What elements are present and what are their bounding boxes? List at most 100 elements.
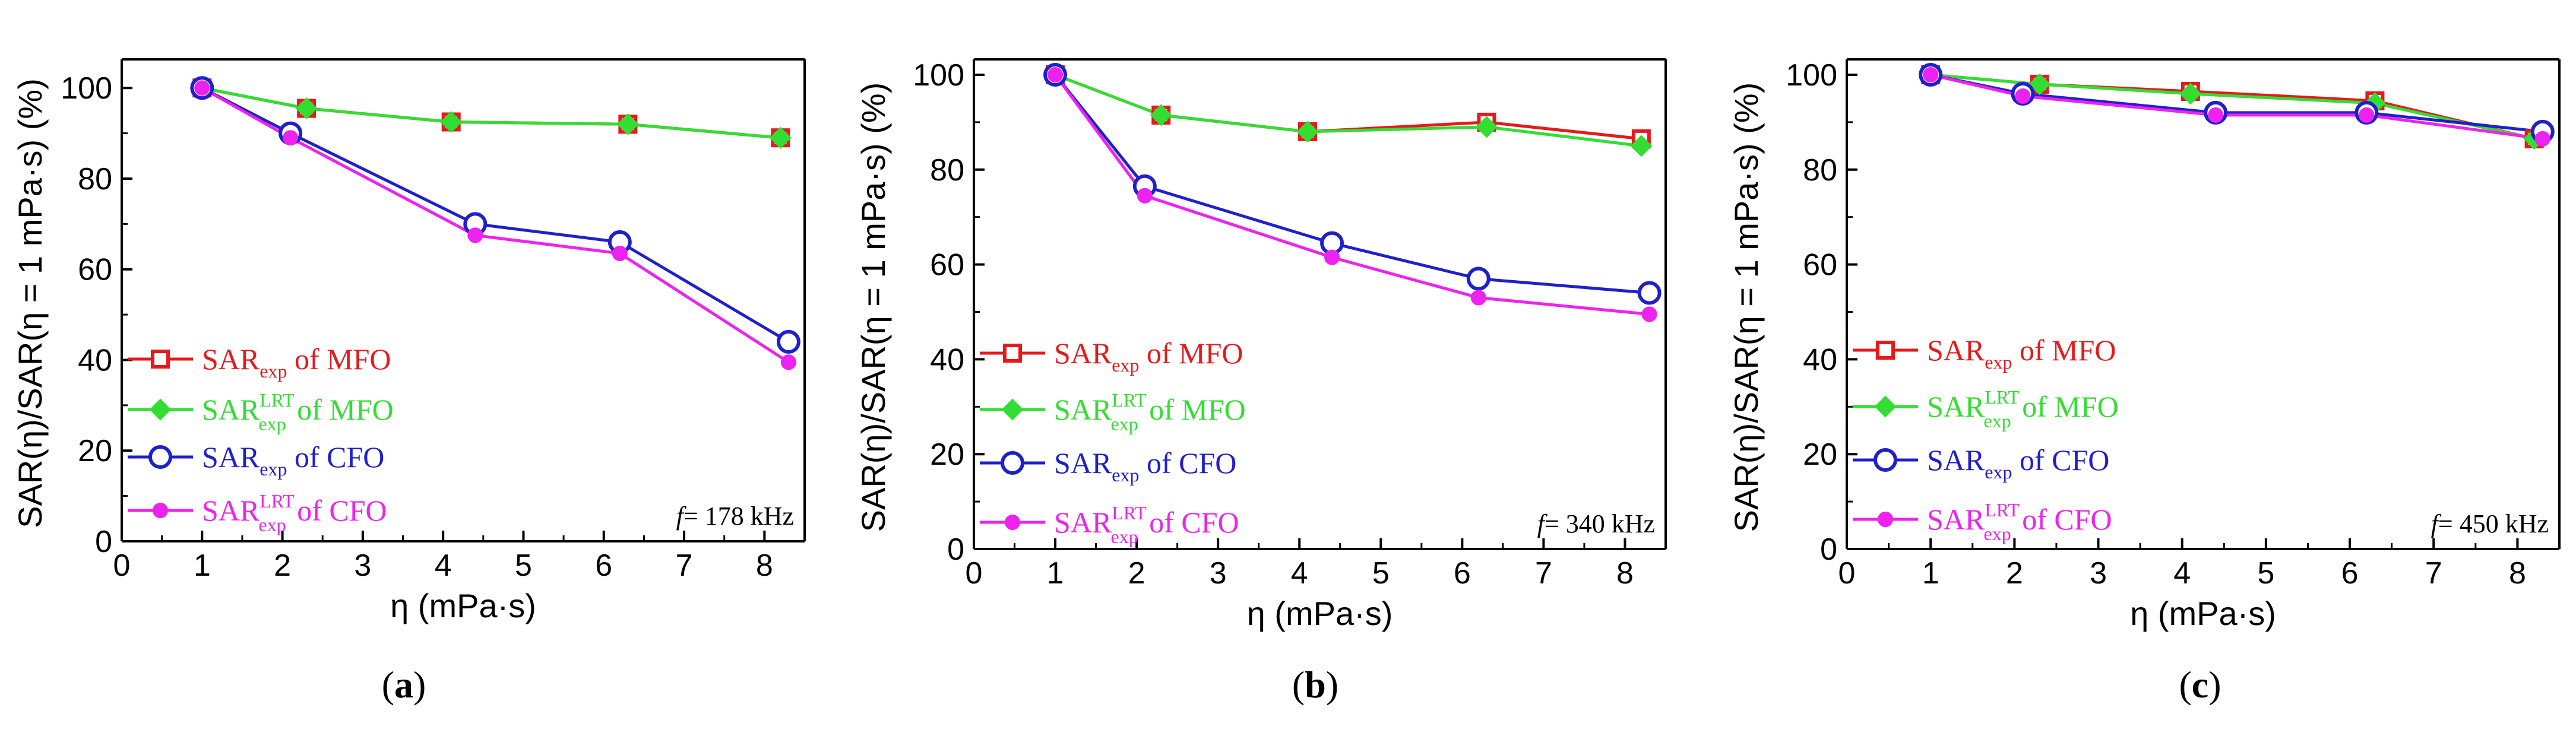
data-point xyxy=(2179,82,2202,105)
series-points-2 xyxy=(1043,62,1662,305)
y-tick-label: 0 xyxy=(1820,532,1837,567)
y-tick-label: 20 xyxy=(78,434,112,468)
legend-marker xyxy=(149,398,172,421)
y-tick-label: 80 xyxy=(78,162,112,196)
data-point xyxy=(1324,249,1340,265)
legend-label: SARLRT exp of CFO xyxy=(1054,502,1239,547)
x-tick-label: 6 xyxy=(2341,556,2359,591)
y-tick-label: 40 xyxy=(930,342,964,377)
legend-label: SARexp of CFO xyxy=(1927,443,2109,483)
x-tick-label: 4 xyxy=(1291,556,1308,591)
x-tick-label: 0 xyxy=(966,556,983,591)
legend-entry-0: SARexp of MFO xyxy=(980,337,1243,376)
data-point xyxy=(2534,131,2550,147)
data-point xyxy=(2208,107,2224,123)
data-point xyxy=(769,126,792,149)
legend-entry-3: SARLRT exp of CFO xyxy=(128,490,387,535)
x-tick-label: 8 xyxy=(2509,556,2526,591)
data-point xyxy=(1150,104,1172,126)
y-axis-title: SAR(η)/SAR(η = 1 mPa·s) (%) xyxy=(11,78,49,528)
x-axis-title: η (mPa·s) xyxy=(2130,595,2276,632)
x-tick-label: 2 xyxy=(1128,556,1145,591)
y-tick-label: 100 xyxy=(913,58,964,93)
legend-entry-3: SARLRT exp of CFO xyxy=(980,502,1239,547)
legend-label: SARLRT exp of CFO xyxy=(1927,499,2112,544)
legend-marker xyxy=(1874,395,1897,418)
y-tick-label: 80 xyxy=(930,153,964,188)
x-tick-label: 0 xyxy=(113,548,131,583)
legend-marker xyxy=(1003,344,1022,363)
legend-entry-1: SARLRT exp of MFO xyxy=(128,389,394,434)
data-point xyxy=(1637,281,1662,305)
x-tick-label: 2 xyxy=(274,548,291,583)
legend-entry-0: SARexp of MFO xyxy=(1853,334,2116,373)
x-axis-title: η (mPa·s) xyxy=(390,587,536,624)
series-points-3 xyxy=(194,80,796,370)
data-point xyxy=(194,80,210,96)
legend-entry-1: SARLRT exp of MFO xyxy=(1853,386,2119,431)
data-point xyxy=(2359,107,2375,123)
x-tick-label: 6 xyxy=(595,548,612,583)
series-points-1 xyxy=(1044,64,1653,157)
panel-label: (b) xyxy=(1292,664,1338,706)
panel-label: (a) xyxy=(382,664,426,706)
y-tick-label: 100 xyxy=(1786,58,1837,93)
data-point xyxy=(283,130,299,146)
y-tick-label: 60 xyxy=(930,248,964,283)
y-tick-label: 80 xyxy=(1803,153,1837,188)
x-tick-label: 4 xyxy=(435,548,452,583)
legend-entry-1: SARLRT exp of MFO xyxy=(980,389,1246,434)
x-tick-label: 8 xyxy=(756,548,773,583)
data-point xyxy=(1923,66,1939,82)
y-axis-title: SAR(η)/SAR(η = 1 mPa·s) (%) xyxy=(855,82,892,532)
legend-label: SARLRT exp of MFO xyxy=(1054,389,1246,434)
frequency-label: f= 178 kHz xyxy=(676,502,794,531)
legend-marker xyxy=(1878,512,1893,527)
series-points-3 xyxy=(1048,66,1657,322)
y-tick-label: 60 xyxy=(78,253,112,287)
y-axis-title: SAR(η)/SAR(η = 1 mPa·s) (%) xyxy=(1727,82,1765,532)
frequency-label: f= 450 kHz xyxy=(2431,509,2549,538)
y-tick-label: 40 xyxy=(78,343,112,377)
legend-entry-2: SARexp of CFO xyxy=(1853,443,2109,483)
panel-label: (c) xyxy=(2179,664,2221,706)
data-point xyxy=(1630,135,1653,157)
y-tick-label: 20 xyxy=(930,437,964,472)
y-tick-label: 100 xyxy=(61,71,112,106)
x-tick-label: 3 xyxy=(1210,556,1227,591)
frequency-label: f= 340 kHz xyxy=(1537,509,1655,538)
legend-marker xyxy=(148,445,172,469)
x-tick-label: 4 xyxy=(2173,556,2191,591)
data-point xyxy=(1476,116,1498,138)
x-tick-label: 1 xyxy=(1922,556,1939,591)
x-axis-title: η (mPa·s) xyxy=(1247,595,1393,632)
data-point xyxy=(1048,66,1064,82)
legend-label: SARLRT exp of MFO xyxy=(1927,386,2119,431)
data-point xyxy=(616,113,639,135)
x-tick-label: 2 xyxy=(2006,556,2023,591)
data-point xyxy=(780,354,796,370)
data-point xyxy=(612,245,628,261)
series-points-1 xyxy=(1919,64,2546,150)
y-tick-label: 0 xyxy=(95,525,112,559)
x-tick-label: 7 xyxy=(1535,556,1552,591)
data-point xyxy=(440,111,463,133)
legend-label: SARexp of MFO xyxy=(1927,334,2116,373)
x-tick-label: 1 xyxy=(194,548,211,583)
legend-label: SARexp of MFO xyxy=(1054,337,1243,376)
data-point xyxy=(1296,120,1319,143)
x-tick-label: 3 xyxy=(354,548,371,583)
legend-entry-2: SARexp of CFO xyxy=(128,440,384,480)
legend-label: SARexp of CFO xyxy=(1054,446,1236,486)
x-tick-label: 5 xyxy=(2257,556,2274,591)
legend-marker xyxy=(153,503,168,518)
x-tick-label: 5 xyxy=(515,548,532,583)
legend-entry-0: SARexp of MFO xyxy=(128,342,391,382)
legend-marker xyxy=(1005,515,1020,530)
series-points-3 xyxy=(1923,66,2550,147)
x-tick-label: 3 xyxy=(2090,556,2107,591)
legend-marker xyxy=(1876,341,1895,360)
